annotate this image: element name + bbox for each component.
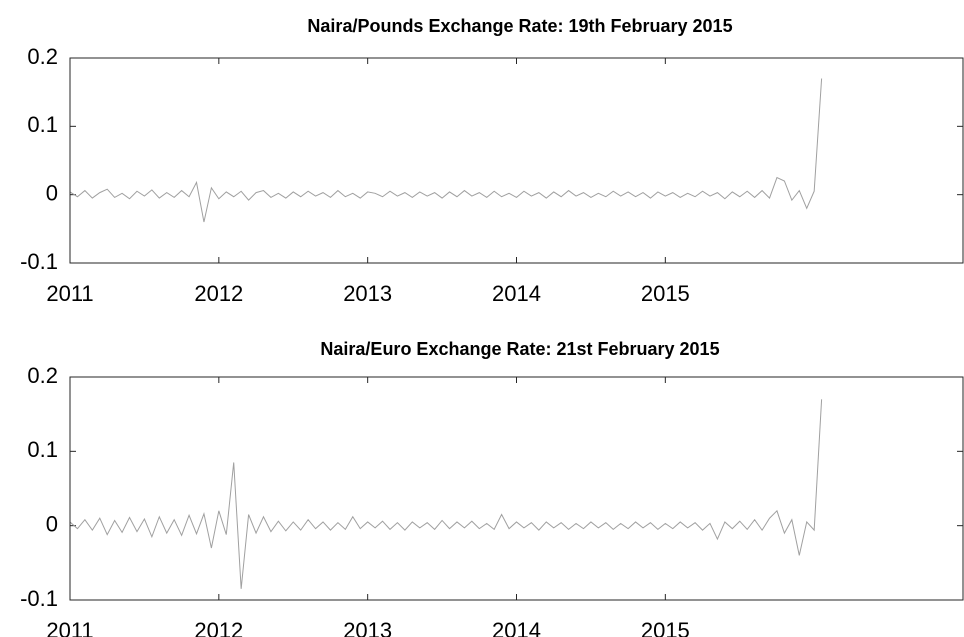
x-tick-label: 2012 (194, 281, 243, 306)
x-tick-label: 2011 (46, 618, 93, 637)
y-tick-label: 0.1 (27, 112, 58, 137)
x-tick-label: 2014 (492, 281, 541, 306)
x-tick-label: 2015 (641, 281, 690, 306)
data-line (69, 78, 823, 223)
chart-title: Naira/Euro Exchange Rate: 21st February … (320, 339, 719, 359)
x-tick-label: 2011 (46, 281, 93, 306)
plot-frame (69, 376, 964, 601)
x-tick-label: 2014 (492, 618, 541, 637)
y-tick-label: 0.2 (27, 44, 58, 69)
y-tick-label: 0.1 (27, 437, 58, 462)
x-tick-label: 2013 (343, 618, 392, 637)
x-tick-label: 2013 (343, 281, 392, 306)
chart-title: Naira/Pounds Exchange Rate: 19th Februar… (307, 16, 732, 36)
y-tick-label: 0.2 (27, 363, 58, 388)
y-tick-label: 0 (46, 180, 58, 205)
x-tick-label: 2015 (641, 618, 690, 637)
x-tick-label: 2012 (194, 618, 243, 637)
y-tick-label: 0 (46, 511, 58, 536)
data-line (69, 399, 823, 589)
y-tick-label: -0.1 (20, 586, 58, 611)
y-tick-label: -0.1 (20, 249, 58, 274)
plot-frame (69, 57, 964, 264)
